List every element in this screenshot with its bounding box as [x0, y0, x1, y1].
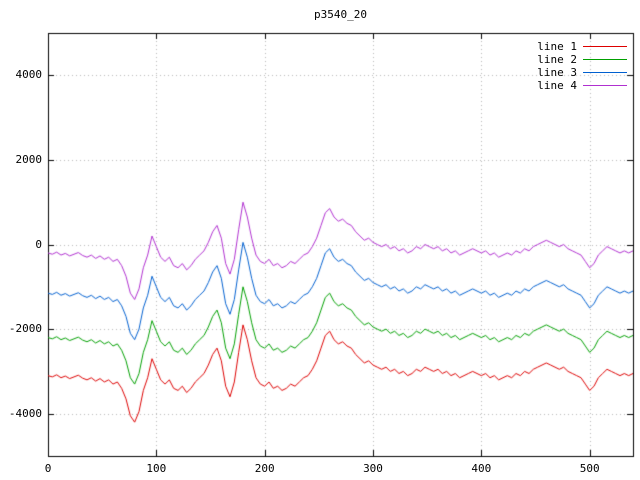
y-tick-label: 0: [35, 237, 42, 251]
legend-row: line 3: [537, 66, 627, 79]
x-tick-label: 100: [146, 462, 167, 475]
legend-row: line 2: [537, 53, 627, 66]
x-tick-label: 400: [471, 462, 492, 475]
legend-line-sample: [583, 59, 627, 60]
legend-label: line 4: [537, 79, 577, 92]
legend: line 1 line 2 line 3 line 4: [537, 40, 627, 92]
legend-row: line 4: [537, 79, 627, 92]
y-tick-label: -2000: [8, 322, 42, 336]
legend-label: line 3: [537, 66, 577, 79]
legend-row: line 1: [537, 40, 627, 53]
y-tick-label: -4000: [8, 406, 42, 420]
x-tick-label: 0: [44, 462, 52, 475]
x-tick-label: 500: [579, 462, 600, 475]
x-tick-label: 300: [363, 462, 383, 475]
legend-line-sample: [583, 85, 627, 86]
legend-line-sample: [583, 72, 627, 73]
chart-title: p3540_20: [314, 8, 367, 21]
y-tick-label: 2000: [15, 152, 43, 166]
y-tick-label: 4000: [15, 68, 43, 82]
x-tick-label: 200: [254, 462, 275, 475]
legend-label: line 2: [537, 53, 577, 66]
legend-label: line 1: [537, 40, 577, 53]
legend-line-sample: [583, 46, 627, 47]
